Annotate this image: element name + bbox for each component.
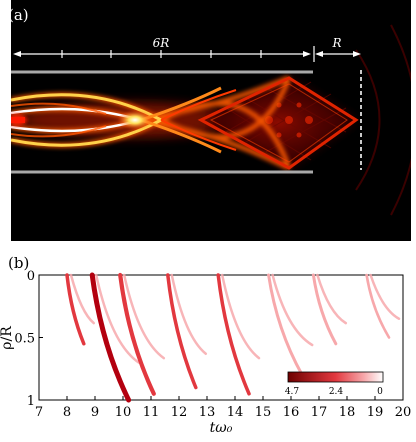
- intensity-streak: [267, 273, 304, 377]
- intensity-streak: [118, 272, 156, 396]
- colorbar-tick-min: 0: [377, 387, 383, 397]
- intensity-streak: [365, 273, 391, 339]
- intensity-streak: [89, 272, 132, 403]
- scattered-wave-arcs: [355, 24, 411, 216]
- x-tick-label: 9: [91, 405, 99, 420]
- x-tick-label: 10: [115, 405, 132, 420]
- colorbar: 4.7 2.4 0: [285, 371, 384, 397]
- x-tick-label: 7: [35, 405, 43, 420]
- focal-hotspot: [117, 110, 153, 130]
- x-tick-label: 19: [367, 405, 384, 420]
- intensity-streak-branch: [369, 273, 401, 320]
- field-intensity-image: 6R R: [11, 24, 411, 216]
- y-tick-label: 1: [27, 394, 35, 409]
- intensity-streak-branch: [122, 273, 166, 360]
- simulation-field-panel: 6R R: [11, 0, 411, 241]
- x-axis-label: tω₀: [210, 420, 233, 436]
- panel-b-label: (b): [8, 254, 30, 272]
- streak-layer: [65, 272, 401, 403]
- colorbar-gradient: [287, 371, 384, 383]
- x-tick-label: 17: [311, 405, 328, 420]
- intensity-streak-branch: [170, 273, 208, 355]
- x-tick-label: 16: [283, 405, 300, 420]
- colorbar-tick-mid: 2.4: [329, 387, 344, 397]
- x-tick-label: 12: [171, 405, 188, 420]
- y-tick-label: 0: [27, 269, 35, 284]
- intensity-streak: [311, 273, 338, 346]
- intensity-streak: [166, 273, 198, 390]
- source-marker: [11, 114, 27, 126]
- x-tick-label: 14: [227, 405, 244, 420]
- intensity-streak: [65, 273, 86, 346]
- intensity-streak-branch: [94, 273, 140, 364]
- intensity-streak-branch: [69, 273, 96, 325]
- intensity-streak-branch: [316, 273, 348, 325]
- dimension-arrows: [13, 46, 361, 62]
- beam-lines: [11, 76, 359, 170]
- x-tick-label: 18: [339, 405, 356, 420]
- x-tick-label: 15: [255, 405, 272, 420]
- dimension-label-6r: 6R: [153, 36, 170, 50]
- x-tick-label: 8: [63, 405, 71, 420]
- y-tick-label: 0.5: [14, 332, 35, 347]
- x-tick-label: 11: [143, 405, 160, 420]
- intensity-streak-branch: [220, 273, 261, 360]
- x-tick-label: 20: [395, 405, 412, 420]
- intensity-streak-branch: [271, 273, 314, 347]
- intensity-streak: [216, 273, 251, 396]
- x-axis-ticks: 7 8 9 10 11 12 13 14 15 16 17 18 19 20: [35, 396, 411, 420]
- y-axis-label: ρ/R: [0, 326, 15, 350]
- y-axis-ticks: 00.51: [14, 269, 43, 409]
- panel-a-label: (a): [8, 6, 29, 24]
- x-tick-label: 13: [199, 405, 216, 420]
- colorbar-tick-max: 4.7: [285, 387, 300, 397]
- dimension-label-r: R: [331, 36, 341, 50]
